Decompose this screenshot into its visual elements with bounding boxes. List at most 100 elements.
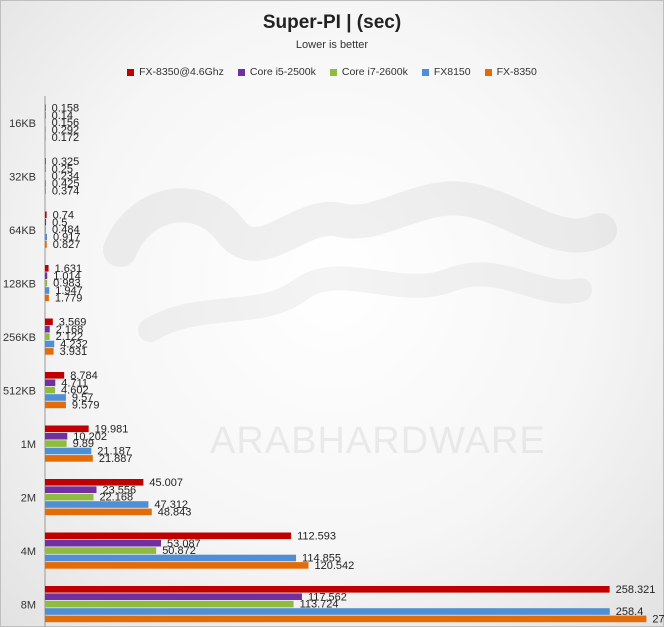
data-label: 21.187 [97,446,131,458]
bar [45,165,46,172]
legend-swatch [127,68,135,76]
data-label: 2.168 [56,324,84,336]
bar [45,586,610,593]
legend-item-fx8350: FX-8350 [484,66,537,78]
bar [45,233,48,241]
bar [45,318,53,326]
bar [45,615,647,623]
category-label: 32KB [9,171,36,183]
data-label: 114.855 [302,553,341,565]
bar [45,187,46,195]
data-label: 0.158 [52,102,80,114]
bar [45,501,149,508]
bar [45,447,92,455]
data-label: 21.887 [99,453,133,465]
data-label: 0.292 [52,125,80,137]
data-label: 0.25 [52,163,73,175]
legend: FX-8350@4.6Ghz Core i5-2500k Core i7-260… [0,66,664,78]
data-label: 9.57 [72,392,93,404]
legend-label: Core i5-2500k [249,66,316,78]
bar [45,111,46,119]
data-label: 0.74 [53,209,74,221]
legend-item-i7-2600k: Core i7-2600k [329,66,408,78]
data-label: 22.168 [99,492,133,504]
data-label: 0.917 [53,232,81,244]
bar [45,211,47,219]
bar [45,455,93,462]
data-label: 4.232 [60,339,88,351]
data-label: 3.931 [60,346,88,358]
legend-swatch [329,68,337,76]
bar [45,348,54,355]
bar [45,440,67,447]
data-label: 47.312 [154,499,188,511]
data-label: 275.153 [652,614,664,626]
bar [45,600,294,608]
bar [45,379,56,386]
category-label: 8M [21,599,36,611]
data-label: 0.172 [52,132,80,144]
bar [45,493,94,501]
legend-swatch [237,68,245,76]
data-label: 0.983 [53,278,81,290]
data-label: 0.425 [52,178,80,190]
bar [45,539,162,547]
bar [45,508,152,516]
category-label: 16KB [9,118,36,130]
bar [45,479,144,486]
legend-label: Core i7-2600k [341,66,408,78]
category-label: 512KB [3,385,36,397]
data-label: 45.007 [149,477,183,489]
data-label: 258.321 [616,584,656,596]
category-label: 2M [21,492,36,504]
data-label: 258.4 [616,606,644,618]
legend-label: FX-8350@4.6Ghz [139,66,224,78]
bar [45,104,46,112]
bar [45,265,49,272]
bar [45,158,46,165]
bar [45,340,55,348]
bar [45,562,309,569]
bar [45,279,48,287]
bar [45,325,50,333]
bar [45,287,50,294]
data-label: 4.602 [61,385,89,397]
category-label: 4M [21,546,36,558]
watermark-text: ARABHARDWARE [210,420,546,462]
data-label: 0.156 [52,117,80,129]
bar [45,372,65,379]
data-label: 48.843 [158,507,192,519]
data-label: 1.779 [55,293,83,305]
bar [45,226,47,233]
legend-item-fx8150: FX8150 [421,66,471,78]
data-label: 0.5 [52,217,67,229]
bar [45,241,47,248]
bar [45,272,48,279]
legend-swatch [421,68,429,76]
legend-label: FX-8350 [496,66,537,78]
data-label: 117.562 [308,591,347,603]
data-label: 112.593 [297,530,336,542]
bar [45,333,50,340]
data-label: 50.872 [162,545,196,557]
chart-title: Super-PI | (sec) [262,12,402,33]
legend-label: FX8150 [433,66,471,78]
bar [45,432,68,440]
data-label: 1.014 [53,270,81,282]
data-label: 0.14 [52,110,73,122]
chart-subtitle: Lower is better [295,39,369,51]
bar [45,394,66,401]
legend-item-i5-2500k: Core i5-2500k [237,66,316,78]
legend-swatch [484,68,492,76]
data-label: 0.234 [52,171,80,183]
data-label: 0.374 [52,186,80,198]
data-label: 8.784 [70,370,98,382]
bar [45,425,89,433]
bar [45,554,297,562]
data-label: 0.827 [53,239,81,251]
data-label: 1.631 [55,263,83,275]
bar [45,401,66,409]
data-label: 23.556 [102,484,136,496]
